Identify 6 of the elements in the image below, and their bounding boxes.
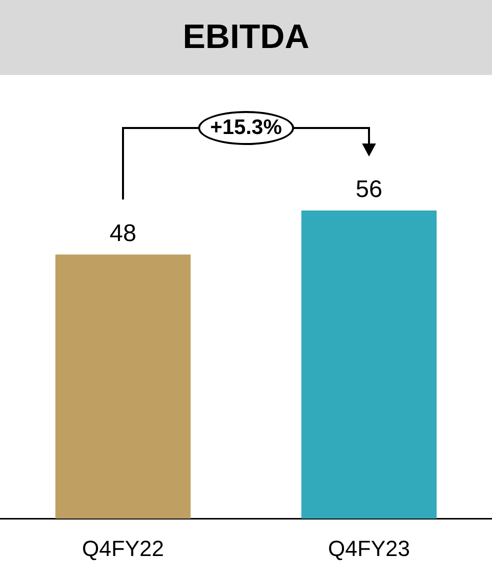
x-tick-label: Q4FY23 [328,536,410,561]
data-label: 48 [110,220,136,248]
text: +15.3% [198,111,294,145]
x-tick-label: Q4FY22 [82,536,164,561]
data-label: 56 [356,176,382,204]
chart-title: EBITDA [0,0,492,75]
